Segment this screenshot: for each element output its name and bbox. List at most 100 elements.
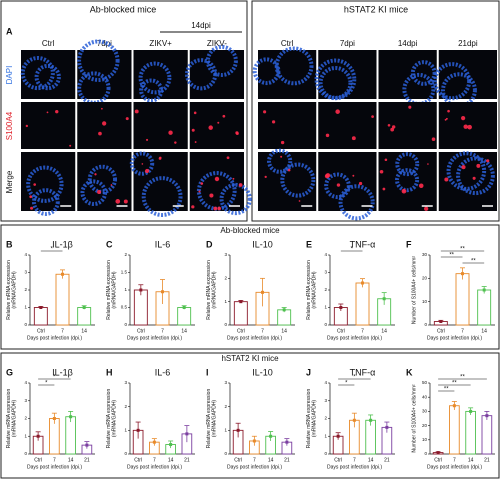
color-swatch: [261, 290, 264, 294]
stain-spot: [98, 131, 102, 136]
x-axis-label: Days post infection (dpi.): [127, 464, 182, 470]
x-tick-label: 7: [453, 457, 456, 463]
row-label: S100A4: [5, 111, 14, 140]
x-tick-label: Ctrl: [437, 328, 445, 334]
y-axis-label: (mRNA/GAPDH): [311, 271, 317, 309]
stain-spot: [280, 155, 283, 158]
y-tick-label: 50: [422, 380, 428, 385]
x-axis-label: Days post infection (dpi.): [427, 335, 482, 341]
chart-title: IL-6: [155, 367, 171, 377]
y-tick-label: 3: [24, 398, 27, 403]
significance-label: **: [449, 253, 454, 259]
x-tick-label: Ctrl: [137, 328, 145, 334]
tubule: [314, 58, 357, 101]
y-tick-label: 2: [24, 416, 27, 421]
stain-spot: [25, 124, 29, 128]
stain-spot: [444, 177, 449, 182]
y-axis-label: (mRNA/GAPDH): [111, 400, 117, 438]
x-axis-label: Days post infection (dpi.): [427, 464, 482, 470]
color-swatch: [152, 440, 156, 444]
y-tick-label: 1: [224, 299, 227, 304]
stain-spot: [158, 157, 162, 160]
color-swatch: [352, 418, 356, 422]
stain-spot: [427, 163, 429, 165]
stain-spot: [198, 190, 201, 193]
x-axis-label: Days post infection (dpi.): [227, 464, 282, 470]
stain-spot: [444, 118, 447, 121]
micrograph: [133, 152, 188, 211]
chart-title: IL-1β: [52, 367, 73, 377]
bar: [455, 273, 470, 326]
x-tick-label: 21: [284, 457, 290, 463]
stain-spot: [191, 205, 195, 209]
y-axis-label: (mRNA/GAPDH): [11, 271, 17, 309]
y-tick-label: 0: [124, 322, 127, 327]
y-tick-label: 2: [24, 287, 27, 292]
stain-spot: [358, 181, 363, 186]
color-swatch: [61, 272, 64, 276]
stain-spot: [431, 137, 436, 141]
micrograph: [438, 102, 497, 149]
tubule: [20, 56, 55, 91]
stain-spot: [371, 115, 374, 118]
stain-spot: [29, 195, 33, 199]
stain-spot: [217, 121, 220, 124]
y-tick-label: 0: [24, 451, 27, 456]
x-tick-label: 14: [481, 328, 487, 334]
y-axis-label: (mRNA/GAPDH): [311, 400, 317, 438]
panel-letter: G: [6, 367, 13, 377]
stain-spot: [69, 144, 72, 147]
y-tick-label: 10: [422, 437, 428, 442]
chart-title: IL-6: [155, 239, 171, 249]
y-tick-label: 40: [422, 394, 428, 399]
significance-label: **: [460, 247, 465, 253]
y-axis-label: Relative mRNA expression: [6, 389, 12, 449]
tubule: [219, 182, 252, 216]
color-swatch: [139, 288, 143, 292]
stain-spot: [352, 174, 355, 177]
panel-letter: D: [206, 239, 213, 249]
tubule: [446, 151, 487, 191]
chart-title: TNF-α: [350, 239, 376, 249]
panel-letter: E: [306, 239, 312, 249]
micrograph: [189, 152, 244, 211]
column-label: ZIKV+: [149, 39, 172, 48]
micrograph: [378, 50, 437, 99]
panel-letter: J: [306, 367, 311, 377]
y-tick-label: 4: [324, 380, 327, 385]
stain-spot: [382, 187, 386, 191]
stain-spot: [214, 176, 220, 182]
chart-title: TNF-α: [350, 367, 376, 377]
color-swatch: [439, 320, 443, 323]
stain-spot: [387, 123, 391, 127]
color-swatch: [252, 439, 256, 443]
stain-spot: [134, 109, 139, 114]
stain-spot: [445, 117, 448, 120]
micrograph: [378, 152, 437, 211]
y-axis-label: Relative mRNA expression: [106, 389, 112, 449]
y-tick-label: 3: [224, 252, 227, 257]
color-swatch: [461, 272, 464, 276]
stain-spot: [217, 206, 221, 211]
y-tick-label: 0: [324, 322, 327, 327]
significance-label: *: [45, 381, 48, 387]
stain-spot: [141, 163, 144, 165]
x-tick-label: 7: [461, 328, 464, 334]
color-swatch: [185, 432, 189, 436]
color-swatch: [169, 443, 173, 447]
bar: [481, 415, 493, 455]
y-tick-label: 4: [24, 380, 27, 385]
y-tick-label: 2: [324, 287, 327, 292]
tubule: [26, 165, 64, 203]
tubule: [410, 60, 437, 86]
tubule: [77, 39, 120, 82]
x-tick-label: 7: [253, 457, 256, 463]
color-swatch: [136, 428, 140, 432]
color-swatch: [452, 404, 456, 408]
micrograph: [189, 102, 244, 149]
x-tick-label: 21: [184, 457, 190, 463]
significance-label: **: [452, 381, 457, 387]
color-swatch: [36, 434, 40, 438]
tubule: [274, 46, 314, 86]
